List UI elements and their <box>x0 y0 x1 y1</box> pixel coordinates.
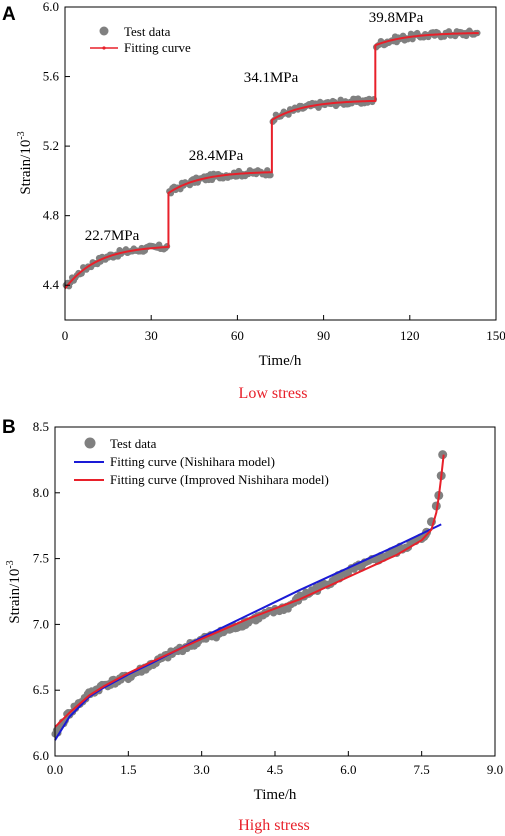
panel-a-xtick-label: 120 <box>400 328 420 343</box>
panel-a-caption: Low stress <box>239 385 308 402</box>
panel-a-stage-label: 34.1MPa <box>244 70 299 86</box>
panel-a-legend-fit-label: Fitting curve <box>124 40 191 55</box>
panel-b-legend-test-label: Test data <box>110 436 157 451</box>
panel-a-legend: Test data Fitting curve <box>90 24 191 55</box>
panel-b-legend-test-marker <box>84 437 96 449</box>
panel-a-stage-label: 39.8MPa <box>369 10 424 26</box>
panel-a-xlabel: Time/h <box>259 353 302 369</box>
panel-b-legend-fit2-label: Fitting curve (Improved Nishihara model) <box>110 472 329 487</box>
panel-a-ytick-label: 5.2 <box>43 138 59 153</box>
panel-b-ytick-label: 8.0 <box>33 485 49 500</box>
panel-b: B 0.0 1.5 3.0 4.5 6.0 7.5 9.0 6.0 6.5 7.0 7.5 8.0 8.… <box>2 417 503 834</box>
panel-b-ytick-label: 7.0 <box>33 616 49 631</box>
panel-a-legend-fit-marker <box>102 46 106 50</box>
panel-b-xtick-label: 3.0 <box>194 762 210 777</box>
panel-a-ytick-label: 4.4 <box>43 277 60 292</box>
panel-a-legend-test-marker <box>99 26 109 36</box>
panel-b-xtick-label: 1.5 <box>120 762 136 777</box>
panel-b-legend-fit1-label: Fitting curve (Nishihara model) <box>110 454 275 469</box>
panel-a-xtick-label: 30 <box>145 328 158 343</box>
panel-b-xtick-label: 9.0 <box>487 762 503 777</box>
panel-b-ytick-label: 8.5 <box>33 419 49 434</box>
panel-a-stage-label: 28.4MPa <box>189 148 244 164</box>
panel-b-legend: Test data Fitting curve (Nishihara model… <box>74 436 329 487</box>
panel-b-xlabel: Time/h <box>254 787 297 803</box>
panel-a-legend-test-label: Test data <box>124 24 171 39</box>
panel-b-ytick-label: 7.5 <box>33 551 49 566</box>
panel-b-caption: High stress <box>238 817 310 834</box>
panel-a-xtick-label: 90 <box>317 328 330 343</box>
panel-a-plot-frame <box>64 6 497 321</box>
panel-a-ylabel: Strain/10-3 <box>16 131 34 194</box>
panel-a-ytick-label: 4.8 <box>43 208 59 223</box>
panel-b-improved-fit-curve <box>54 454 445 728</box>
panel-b-ytick-label: 6.5 <box>33 682 49 697</box>
panel-a-stage-label: 22.7MPa <box>85 228 140 244</box>
panel-a-letter: A <box>2 4 16 25</box>
panel-a-fit-curve <box>64 32 479 290</box>
panel-a-xtick-label: 0 <box>62 328 69 343</box>
panel-b-xtick-label: 4.5 <box>267 762 283 777</box>
panel-a-test-point <box>267 171 274 179</box>
panel-b-xtick-label: 6.0 <box>340 762 356 777</box>
panel-a: A 0 30 60 90 120 150 4.4 4.8 5.2 5.6 6.0 Time/h St… <box>2 0 505 402</box>
panel-b-xtick-label: 7.5 <box>414 762 430 777</box>
panel-b-ytick-label: 6.0 <box>33 748 49 763</box>
panel-a-xtick-label: 150 <box>486 328 505 343</box>
panel-b-letter: B <box>2 417 16 438</box>
panel-b-ylabel: Strain/10-3 <box>5 560 23 623</box>
panel-a-xtick-label: 60 <box>231 328 244 343</box>
panel-a-ytick-label: 5.6 <box>43 69 60 84</box>
panel-a-ytick-label: 6.0 <box>43 0 59 14</box>
panel-b-xtick-label: 0.0 <box>47 762 63 777</box>
